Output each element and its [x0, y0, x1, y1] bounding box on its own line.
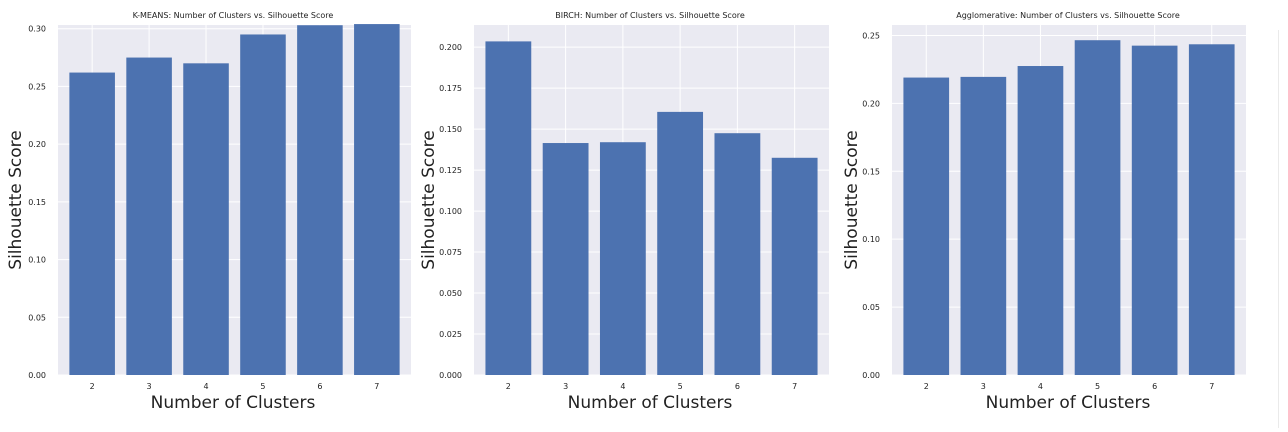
bar: [240, 34, 286, 375]
y-tick-label: 0.00: [862, 371, 880, 380]
bar: [903, 77, 950, 375]
bar: [126, 57, 172, 376]
y-tick-label: 0.025: [439, 330, 462, 339]
x-tick-label: 2: [924, 382, 929, 391]
plot-area: 0.00 0.05 0.10 0.15 0.20 0.25 2 3 4 5 6 7: [862, 25, 1246, 391]
y-tick-label: 0.200: [439, 43, 462, 52]
x-tick-label: 2: [90, 382, 95, 391]
x-tick-label: 5: [260, 382, 265, 391]
y-tick-label: 0.25: [862, 31, 880, 40]
y-tick-label: 0.25: [28, 82, 46, 91]
y-tick-label: 0.175: [439, 84, 462, 93]
x-tick-label: 4: [620, 382, 625, 391]
bar: [771, 157, 818, 375]
agglomerative-chart: 0.00 0.05 0.10 0.15 0.20 0.25 2 3 4 5 6 7 Agglomera…: [842, 11, 1246, 413]
x-tick-label: 5: [1095, 382, 1100, 391]
x-tick-label: 3: [981, 382, 986, 391]
y-tick-label: 0.10: [862, 235, 880, 244]
y-tick-label: 0.125: [439, 166, 462, 175]
plot-area: 0.00 0.05 0.10 0.15 0.20 0.25 0.30 2 3 4 5 6 7: [28, 24, 411, 391]
y-tick-label: 0.15: [28, 198, 46, 207]
y-axis-label: Silhouette Score: [842, 130, 862, 269]
plot-background: [474, 25, 829, 375]
y-tick-label: 0.20: [862, 99, 880, 108]
x-axis-label: Number of Clusters: [986, 393, 1151, 413]
bar: [69, 72, 115, 376]
bar: [485, 41, 532, 376]
y-tick-label: 0.05: [28, 313, 46, 322]
y-tick-label: 0.15: [862, 167, 880, 176]
y-tick-label: 0.100: [439, 207, 462, 216]
x-tick-label: 3: [563, 382, 568, 391]
x-tick-label: 2: [506, 382, 511, 391]
plot-background: [58, 25, 411, 375]
birch-chart: 0.000 0.025 0.050 0.075 0.100 0.125 0.150 0.175…: [419, 11, 829, 413]
x-tick-label: 5: [678, 382, 683, 391]
x-tick-label: 4: [203, 382, 208, 391]
plot-area: 0.000 0.025 0.050 0.075 0.100 0.125 0.150 0.175…: [439, 25, 829, 391]
bar: [297, 25, 343, 376]
bar: [657, 111, 704, 375]
x-tick-label: 3: [147, 382, 152, 391]
y-tick-label: 0.075: [439, 248, 462, 257]
bar: [1074, 40, 1121, 375]
x-axis-label: Number of Clusters: [151, 393, 316, 413]
y-tick-label: 0.050: [439, 289, 462, 298]
figure-edge-divider: [1278, 30, 1279, 428]
x-tick-label: 7: [1209, 382, 1214, 391]
bar: [714, 133, 761, 375]
bar: [354, 24, 400, 376]
y-tick-label: 0.10: [28, 256, 46, 265]
bar: [1131, 45, 1178, 375]
x-axis-label: Number of Clusters: [568, 393, 733, 413]
y-tick-label: 0.05: [862, 303, 880, 312]
plot-background: [892, 25, 1246, 375]
bar: [542, 143, 589, 375]
x-tick-label: 4: [1038, 382, 1043, 391]
y-tick-label: 0.30: [28, 25, 46, 34]
bar: [183, 63, 229, 376]
x-tick-label: 6: [317, 382, 322, 391]
bar: [599, 142, 646, 375]
y-tick-label: 0.00: [28, 371, 46, 380]
x-tick-label: 7: [374, 382, 379, 391]
chart-title: BIRCH: Number of Clusters vs. Silhouette…: [555, 11, 745, 20]
bar: [960, 76, 1007, 376]
x-tick-label: 6: [735, 382, 740, 391]
kmeans-chart: 0.00 0.05 0.10 0.15 0.20 0.25 0.30 2 3 4 5 6 7 K-MEA…: [6, 11, 411, 413]
bar: [1188, 44, 1235, 376]
y-axis-label: Silhouette Score: [6, 130, 26, 269]
bar: [1017, 66, 1064, 375]
y-tick-label: 0.20: [28, 140, 46, 149]
y-tick-label: 0.150: [439, 125, 462, 134]
chart-title: Agglomerative: Number of Clusters vs. Si…: [956, 11, 1180, 20]
chart-title: K-MEANS: Number of Clusters vs. Silhouet…: [133, 11, 334, 20]
x-tick-label: 6: [1152, 382, 1157, 391]
x-tick-label: 7: [792, 382, 797, 391]
y-axis-label: Silhouette Score: [419, 130, 439, 269]
y-tick-label: 0.000: [439, 371, 462, 380]
